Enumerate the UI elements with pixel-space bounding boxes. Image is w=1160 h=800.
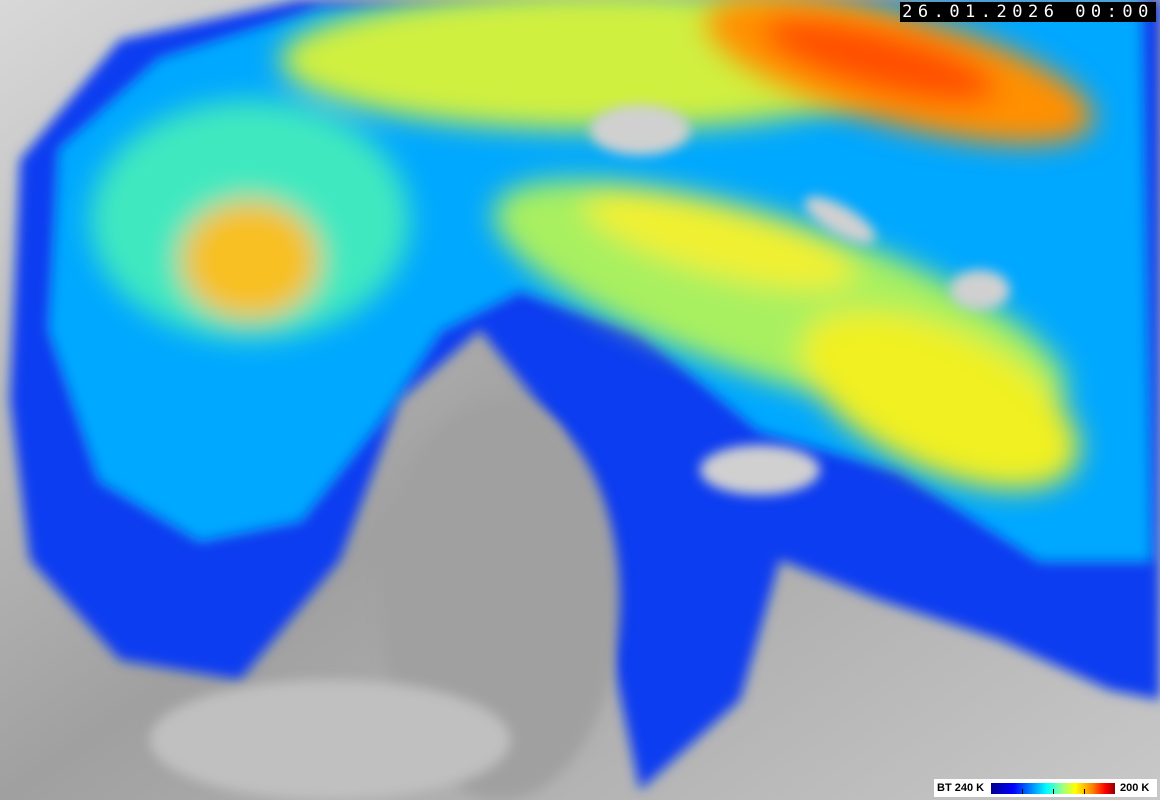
timestamp: 26.01.2026 00:00 bbox=[900, 2, 1156, 22]
colorbar-tick bbox=[1022, 788, 1023, 794]
colorbar-legend: BT 240 K 200 K bbox=[934, 779, 1157, 797]
cold-cloud-tops bbox=[706, 0, 1094, 145]
clear-patches bbox=[150, 105, 1010, 800]
colorbar bbox=[991, 782, 1115, 794]
colorbar-tick bbox=[1084, 788, 1085, 794]
legend-high-label: 200 K bbox=[1120, 782, 1150, 794]
colorbar-tick bbox=[1053, 788, 1054, 794]
legend-low-label: BT 240 K bbox=[937, 782, 985, 794]
